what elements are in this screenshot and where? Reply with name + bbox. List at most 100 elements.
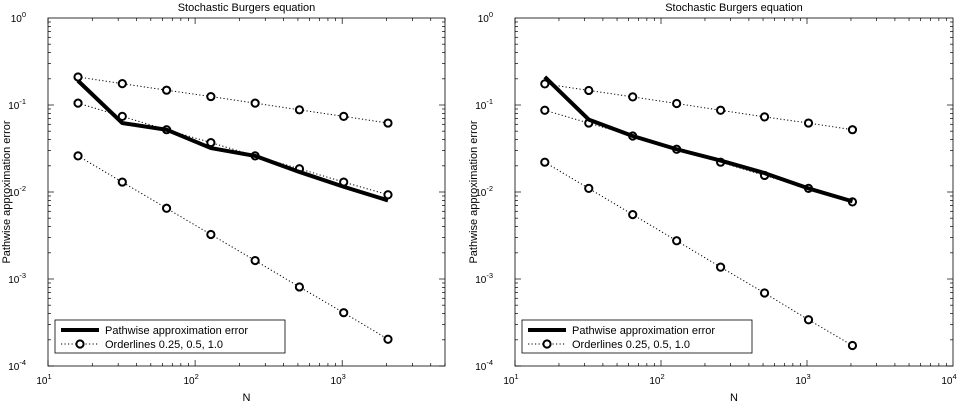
y-tick-label-base: 10 <box>8 188 20 199</box>
y-tick-label: 10-3 <box>475 271 493 286</box>
y-tick-label: 10-1 <box>475 97 493 112</box>
orderline-marker <box>339 111 349 121</box>
orderline-series-line <box>544 83 853 131</box>
legend-marker-orderline <box>75 339 85 349</box>
orderline-marker <box>628 209 638 220</box>
y-tick-label-base: 10 <box>8 362 20 373</box>
error-series-line <box>543 75 854 204</box>
y-tick-label-exponent: -2 <box>486 184 493 193</box>
orderline-series-line <box>77 155 389 340</box>
orderline-marker <box>584 183 594 193</box>
legend-label-error: Pathwise approximation error <box>572 325 715 337</box>
orderline-series-line <box>544 161 853 346</box>
orderline-marker <box>540 79 550 89</box>
y-tick-label-base: 10 <box>475 188 487 199</box>
orderline-series-line <box>544 109 853 203</box>
chart-title: Stochastic Burgers equation <box>665 2 803 14</box>
x-tick-label-base: 10 <box>941 376 953 387</box>
x-tick-label-exponent: 3 <box>806 372 810 381</box>
orderline-marker <box>628 92 638 102</box>
x-tick-label-base: 10 <box>649 376 661 387</box>
legend-label-orderlines: Orderlines 0.25, 0.5, 1.0 <box>572 339 690 351</box>
orderline-marker <box>294 105 305 115</box>
y-tick-label-base: 10 <box>475 275 487 286</box>
y-axis-label: Pathwise approximation error <box>468 120 480 263</box>
y-tick-label-base: 10 <box>11 14 23 25</box>
y-tick-label: 100 <box>478 10 493 25</box>
orderline-marker <box>117 79 127 89</box>
x-tick-label-exponent: 3 <box>342 372 346 381</box>
orderline-series-line <box>77 102 389 196</box>
x-tick-label-exponent: 4 <box>952 372 956 381</box>
x-tick-label-exponent: 1 <box>47 372 51 381</box>
orderline-marker <box>847 125 858 135</box>
x-tick-label: 104 <box>941 372 956 387</box>
x-tick-label-exponent: 2 <box>660 372 664 381</box>
plot-frame <box>514 17 954 367</box>
y-tick-label-exponent: -4 <box>19 358 26 367</box>
x-tick-label-base: 10 <box>183 376 195 387</box>
y-tick-label: 10-3 <box>8 271 26 286</box>
orderline-marker <box>759 112 770 122</box>
x-tick-label: 103 <box>795 372 810 387</box>
y-tick-label: 10-4 <box>475 358 493 373</box>
legend-box <box>54 319 286 354</box>
orderline-marker <box>250 255 260 266</box>
legend-marker-orderline <box>542 339 552 349</box>
x-tick-label-exponent: 2 <box>195 372 199 381</box>
x-tick-label-base: 10 <box>331 376 343 387</box>
orderline-marker <box>383 334 393 344</box>
x-tick-label-exponent: 1 <box>514 372 518 381</box>
error-series-line <box>76 79 389 203</box>
y-tick-label-exponent: -1 <box>486 97 493 106</box>
orderline-marker <box>672 98 682 109</box>
orderline-marker <box>206 91 216 102</box>
orderline-marker <box>847 340 858 351</box>
y-tick-label: 10-2 <box>8 184 26 199</box>
orderline-marker <box>759 288 770 298</box>
y-tick-label-base: 10 <box>8 101 20 112</box>
orderline-marker <box>73 151 83 161</box>
y-tick-label-exponent: -2 <box>19 184 26 193</box>
orderline-marker <box>803 118 814 128</box>
chart-panel-left: Stochastic Burgers equation N Pathwise app… <box>1 2 446 404</box>
orderline-marker <box>672 236 682 246</box>
legend-label-error: Pathwise approximation error <box>105 325 248 337</box>
y-tick-label-exponent: -3 <box>486 271 493 280</box>
orderline-marker <box>339 308 349 318</box>
chart-title: Stochastic Burgers equation <box>178 2 316 14</box>
orderline-marker <box>161 85 172 95</box>
y-tick-label-exponent: -4 <box>486 358 493 367</box>
x-axis-label: N <box>730 392 738 404</box>
orderline-marker <box>803 315 814 325</box>
y-tick-label: 100 <box>11 10 26 25</box>
orderline-marker <box>540 157 550 167</box>
orderline-marker <box>716 105 726 115</box>
orderline-marker <box>73 98 83 108</box>
y-axis-label: Pathwise approximation error <box>1 120 13 263</box>
y-tick-label: 10-1 <box>8 97 26 112</box>
x-tick-label: 102 <box>183 372 198 387</box>
orderline-marker <box>383 190 393 200</box>
y-tick-label: 10-4 <box>8 358 26 373</box>
legend-label-orderlines: Orderlines 0.25, 0.5, 1.0 <box>105 339 223 351</box>
legend: Pathwise approximation error Orderlines 0… <box>521 319 753 354</box>
x-tick-label-base: 10 <box>795 376 807 387</box>
x-tick-label: 101 <box>36 372 51 387</box>
orderline-marker <box>161 203 172 213</box>
x-tick-label-base: 10 <box>503 376 515 387</box>
y-tick-label-exponent: 0 <box>489 10 493 19</box>
orderline-marker <box>584 85 594 96</box>
orderline-marker <box>540 105 550 115</box>
y-tick-label: 10-2 <box>475 184 493 199</box>
x-tick-label: 102 <box>649 372 664 387</box>
orderline-marker <box>383 118 393 128</box>
y-tick-label-exponent: 0 <box>22 10 26 19</box>
y-tick-label-exponent: -1 <box>19 97 26 106</box>
x-tick-label-base: 10 <box>36 376 48 387</box>
y-tick-label-base: 10 <box>478 14 490 25</box>
x-tick-label: 101 <box>503 372 518 387</box>
y-tick-label-base: 10 <box>475 362 487 373</box>
orderline-marker <box>716 262 726 272</box>
